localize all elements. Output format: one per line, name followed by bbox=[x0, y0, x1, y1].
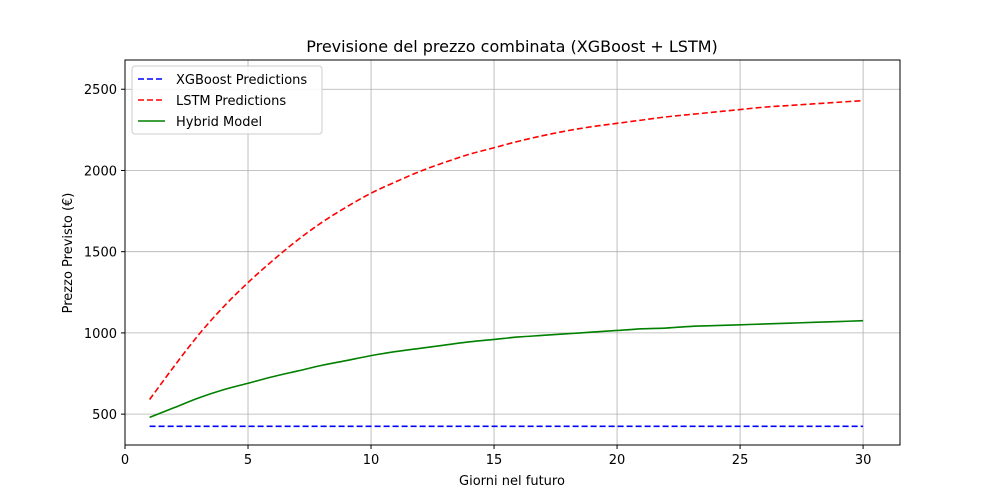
x-axis-label: Giorni nel futuro bbox=[459, 474, 565, 489]
x-tick-label: 5 bbox=[244, 453, 252, 468]
plot-area bbox=[124, 59, 901, 446]
chart-title: Previsione del prezzo combinata (XGBoost… bbox=[306, 37, 718, 56]
legend-box bbox=[131, 65, 323, 135]
y-tick-label: 2000 bbox=[84, 164, 117, 179]
y-axis-label: Prezzo Previsto (€) bbox=[61, 193, 76, 314]
lstm-predictions-line bbox=[148, 99, 864, 400]
hybrid-model-legend-label: Hybrid Model bbox=[176, 115, 262, 130]
y-tick-label: 1000 bbox=[84, 327, 117, 342]
lstm-predictions-legend-label: LSTM Predictions bbox=[176, 94, 286, 109]
x-tick-label: 0 bbox=[121, 453, 129, 468]
y-tick-label: 1500 bbox=[84, 246, 117, 261]
x-tick-label: 20 bbox=[609, 453, 626, 468]
xgboost-predictions-legend-label: XGBoost Predictions bbox=[176, 73, 307, 88]
legend: XGBoost Predictions LSTM Predictions Hybri… bbox=[131, 65, 323, 135]
x-tick-label: 25 bbox=[732, 453, 749, 468]
y-tick-label: 2500 bbox=[84, 83, 117, 98]
x-tick-label: 10 bbox=[363, 453, 380, 468]
y-tick-label: 500 bbox=[92, 408, 117, 423]
x-tick-label: 30 bbox=[855, 453, 872, 468]
hybrid-model-line bbox=[149, 319, 864, 419]
x-tick-label: 15 bbox=[486, 453, 503, 468]
